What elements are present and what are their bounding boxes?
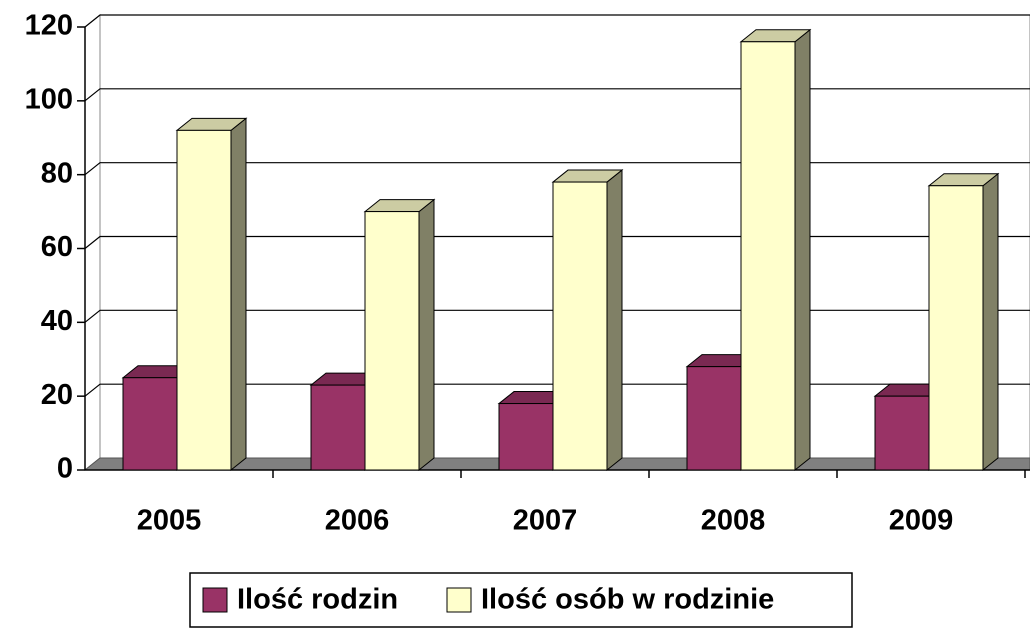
bar bbox=[175, 117, 248, 472]
bar-front bbox=[740, 41, 796, 471]
y-tick-label: 60 bbox=[41, 231, 73, 263]
bar-front bbox=[552, 181, 608, 471]
y-tick-label: 120 bbox=[25, 10, 73, 42]
bar bbox=[551, 169, 624, 472]
y-tick-label: 40 bbox=[41, 305, 73, 337]
legend-swatch bbox=[446, 587, 472, 613]
bar bbox=[927, 172, 1000, 472]
bar-side bbox=[794, 28, 811, 472]
legend-label: Ilość rodzin bbox=[237, 584, 398, 616]
bar-side bbox=[418, 198, 435, 472]
y-tick-label: 80 bbox=[41, 157, 73, 189]
x-tick-label: 2007 bbox=[513, 505, 578, 537]
bar-side bbox=[606, 169, 623, 472]
grid-line bbox=[84, 162, 1030, 176]
bar-front bbox=[122, 377, 178, 471]
x-tick-label: 2005 bbox=[137, 505, 202, 537]
x-tick-label: 2008 bbox=[701, 505, 766, 537]
x-tick-label: 2006 bbox=[325, 505, 390, 537]
bar-front bbox=[874, 395, 930, 471]
bar bbox=[739, 28, 812, 472]
y-tick-label: 0 bbox=[57, 453, 73, 485]
grid-line bbox=[84, 88, 1030, 102]
bar-side bbox=[982, 172, 999, 472]
grid-line bbox=[84, 14, 1030, 28]
bar-front bbox=[686, 366, 742, 471]
bar-front bbox=[498, 403, 554, 471]
legend-swatch bbox=[202, 587, 228, 613]
bar-front bbox=[310, 384, 366, 471]
legend-label: Ilość osób w rodzinie bbox=[481, 584, 774, 616]
y-tick-label: 20 bbox=[41, 379, 73, 411]
x-tick-label: 2009 bbox=[889, 505, 954, 537]
grid-line bbox=[84, 235, 1030, 249]
bar-side bbox=[230, 117, 247, 472]
bar-front bbox=[928, 185, 984, 471]
bar-front bbox=[176, 129, 232, 471]
y-tick-label: 100 bbox=[25, 83, 73, 115]
legend-box bbox=[189, 572, 853, 628]
grid-line bbox=[84, 309, 1030, 323]
bar-front bbox=[364, 211, 420, 471]
bar bbox=[363, 198, 436, 472]
